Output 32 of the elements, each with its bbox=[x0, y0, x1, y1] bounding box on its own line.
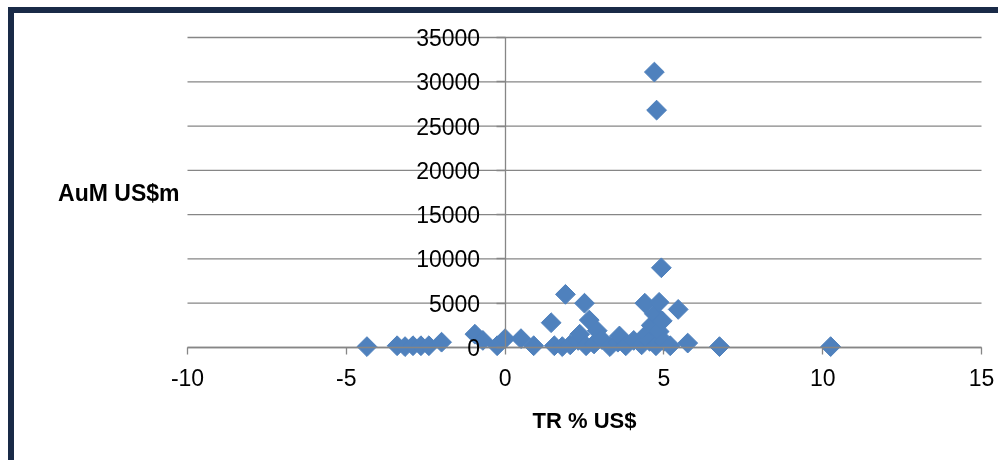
x-tick-label: 10 bbox=[809, 364, 836, 391]
y-tick-label: 30000 bbox=[416, 69, 481, 96]
point bbox=[677, 332, 699, 354]
x-tick-label: 15 bbox=[968, 364, 995, 391]
point bbox=[820, 336, 842, 358]
x-tick-label: 5 bbox=[657, 364, 671, 391]
point bbox=[648, 291, 670, 313]
y-axis-title: AuM US$m bbox=[58, 179, 180, 206]
point bbox=[646, 99, 667, 121]
point bbox=[650, 257, 672, 279]
point bbox=[431, 331, 452, 353]
point bbox=[356, 336, 378, 358]
y-tick-label: 10000 bbox=[416, 246, 481, 273]
y-tick-label: 15000 bbox=[416, 202, 481, 229]
point bbox=[540, 312, 562, 334]
y-tick-label: 20000 bbox=[416, 157, 481, 184]
point bbox=[709, 336, 730, 358]
point bbox=[578, 309, 600, 331]
y-tick-label: 35000 bbox=[416, 25, 481, 51]
x-tick-label: -5 bbox=[336, 364, 357, 391]
point bbox=[555, 283, 576, 305]
y-tick-label: 25000 bbox=[416, 113, 481, 140]
x-axis-title: TR % US$ bbox=[532, 407, 637, 433]
point bbox=[523, 335, 545, 357]
x-tick-label: -10 bbox=[170, 364, 205, 391]
point bbox=[667, 299, 689, 320]
point bbox=[574, 292, 595, 314]
y-tick-label: 0 bbox=[467, 335, 481, 361]
point bbox=[643, 61, 665, 83]
point bbox=[510, 328, 532, 350]
x-tick-label: 0 bbox=[498, 364, 512, 391]
y-tick-label: 5000 bbox=[428, 290, 481, 317]
